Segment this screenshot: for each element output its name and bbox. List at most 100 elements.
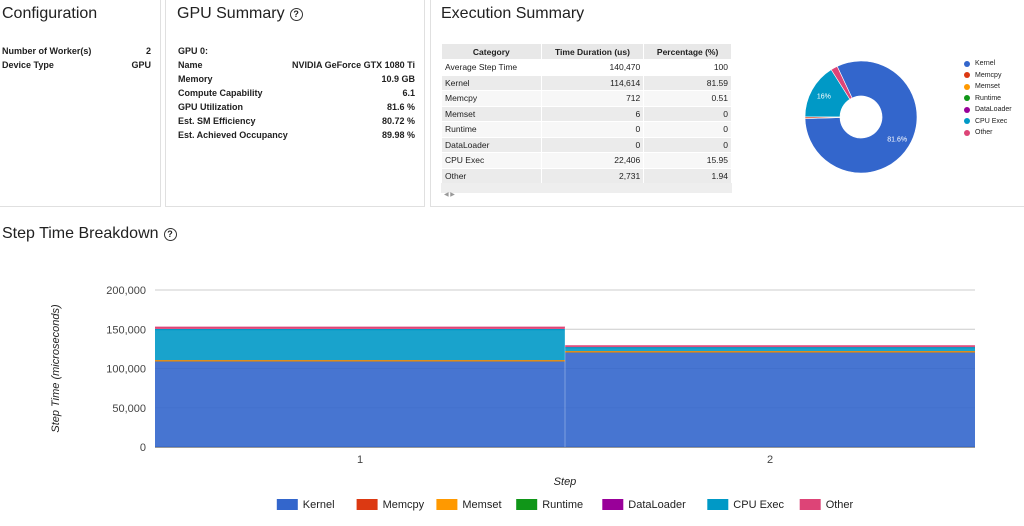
gpu-summary-title-text: GPU Summary: [177, 5, 285, 22]
table-row[interactable]: DataLoader 0 0: [441, 136, 732, 153]
pie-legend-item[interactable]: Other: [964, 127, 1012, 139]
cell-percent: 0.51: [643, 90, 732, 107]
x-axis-title: Step: [554, 476, 577, 488]
pie-legend-item[interactable]: CPU Exec: [964, 116, 1012, 128]
legend-swatch: [964, 83, 970, 90]
table-row[interactable]: Average Step Time 140,470 100: [441, 59, 732, 76]
table-row[interactable]: Other 2,731 1.94: [441, 167, 732, 184]
legend-item-kernel[interactable]: Kernel: [276, 499, 335, 511]
pie-slice-kernel[interactable]: [804, 60, 918, 174]
cell-duration: 0: [540, 136, 645, 153]
cell-duration: 114,614: [540, 74, 645, 91]
legend-swatch: [356, 499, 378, 510]
legend-item-memcpy[interactable]: Memcpy: [356, 499, 425, 511]
pie-slice-label: 81.6%: [887, 136, 907, 143]
pie-legend-item[interactable]: DataLoader: [964, 104, 1012, 116]
cell-percent: 0: [643, 121, 732, 138]
legend-label: DataLoader: [628, 499, 686, 511]
legend-item-runtime[interactable]: Runtime: [516, 499, 583, 511]
config-value: GPU: [131, 60, 151, 70]
area-segment-kernel[interactable]: [155, 361, 565, 447]
pie-legend-item[interactable]: Runtime: [964, 93, 1012, 105]
legend-label: Kernel: [975, 60, 996, 68]
pie-legend-item[interactable]: Memcpy: [964, 70, 1012, 82]
cell-category: Other: [441, 167, 542, 184]
y-tick-label: 150,000: [106, 324, 146, 336]
cell-category: Kernel: [441, 74, 542, 91]
table-row[interactable]: Runtime 0 0: [441, 121, 732, 138]
gpu-index-label: GPU 0:: [178, 46, 209, 56]
cell-percent: 15.95: [643, 152, 732, 169]
table-row[interactable]: Kernel 114,614 81.59: [441, 74, 732, 91]
cell-category: CPU Exec: [441, 152, 542, 169]
pie-slice-label: 16%: [817, 93, 831, 100]
area-segment-kernel[interactable]: [565, 352, 975, 447]
legend-item-cpu-exec[interactable]: CPU Exec: [707, 499, 785, 511]
step-title-text: Step Time Breakdown: [2, 225, 159, 242]
gpu-key: Est. Achieved Occupancy: [178, 130, 288, 140]
legend-swatch: [964, 106, 970, 113]
column-header-percentage[interactable]: Percentage (%): [643, 43, 732, 60]
legend-item-dataloader[interactable]: DataLoader: [602, 499, 686, 511]
area-segment-cpu-exec[interactable]: [565, 347, 975, 352]
cell-category: Memset: [441, 105, 542, 122]
cell-category: Average Step Time: [441, 59, 542, 76]
column-header-duration[interactable]: Time Duration (us): [540, 43, 645, 60]
cell-duration: 0: [540, 121, 645, 138]
legend-swatch: [964, 129, 970, 136]
gpu-summary-title: GPU Summary?: [177, 5, 303, 23]
gpu-value: 80.72 %: [381, 116, 415, 126]
legend-label: CPU Exec: [975, 117, 1008, 125]
pie-legend: Kernel Memcpy Memset Runtime DataLoader CPU E…: [964, 58, 1012, 139]
config-key: Number of Worker(s): [2, 46, 92, 56]
y-axis-title: Step Time (microseconds): [50, 304, 62, 433]
table-row[interactable]: Memset 6 0: [441, 105, 732, 122]
pie-legend-item[interactable]: Memset: [964, 81, 1012, 93]
legend-label: Memcpy: [383, 499, 425, 511]
y-tick-label: 0: [140, 442, 146, 454]
help-icon[interactable]: ?: [163, 228, 177, 241]
legend-swatch: [707, 499, 729, 510]
step-time-breakdown-title: Step Time Breakdown?: [2, 225, 177, 243]
gpu-value: 89.98 %: [381, 130, 415, 140]
legend-swatch: [436, 499, 458, 510]
legend-label: Memset: [462, 499, 501, 511]
legend-item-other[interactable]: Other: [799, 499, 854, 511]
legend-label: Other: [975, 129, 993, 137]
legend-label: Runtime: [975, 94, 1002, 102]
legend-swatch: [964, 95, 970, 102]
y-tick-label: 50,000: [112, 403, 146, 415]
pie-legend-item[interactable]: Kernel: [964, 58, 1012, 70]
table-row[interactable]: CPU Exec 22,406 15.95: [441, 152, 732, 169]
x-tick-label: 1: [357, 454, 363, 466]
help-icon[interactable]: ?: [289, 8, 303, 21]
gpu-summary-card: GPU Summary? GPU 0: Name NVIDIA GeForce …: [165, 0, 425, 207]
legend-item-memset[interactable]: Memset: [436, 499, 502, 511]
config-key: Device Type: [2, 60, 54, 70]
area-segment-other[interactable]: [565, 345, 975, 348]
table-header-row: Category Time Duration (us) Percentage (…: [441, 43, 732, 60]
area-segment-other[interactable]: [155, 327, 565, 330]
configuration-title: Configuration: [2, 5, 98, 22]
legend-swatch: [964, 72, 970, 79]
gpu-key: Name: [178, 60, 203, 70]
execution-summary-title: Execution Summary: [441, 5, 585, 22]
execution-table: Category Time Duration (us) Percentage (…: [441, 43, 732, 184]
gpu-key: Est. SM Efficiency: [178, 116, 256, 126]
legend-label: Other: [826, 499, 854, 511]
legend-swatch: [964, 60, 970, 67]
legend-swatch: [276, 499, 298, 510]
cell-duration: 2,731: [540, 167, 645, 184]
gpu-value: 10.9 GB: [381, 74, 415, 84]
gpu-key: GPU Utilization: [178, 102, 243, 112]
area-segment-cpu-exec[interactable]: [155, 329, 565, 361]
table-row[interactable]: Memcpy 712 0.51: [441, 90, 732, 107]
legend-swatch: [516, 499, 538, 510]
column-header-category[interactable]: Category: [441, 43, 542, 60]
table-horizontal-scrollbar[interactable]: ◀ ▶: [441, 183, 732, 198]
cell-duration: 712: [540, 90, 645, 107]
pie-slice-other[interactable]: [830, 65, 853, 100]
legend-swatch: [964, 118, 970, 125]
cell-percent: 0: [643, 136, 732, 153]
scroll-arrows-icon[interactable]: ◀ ▶: [444, 192, 455, 198]
